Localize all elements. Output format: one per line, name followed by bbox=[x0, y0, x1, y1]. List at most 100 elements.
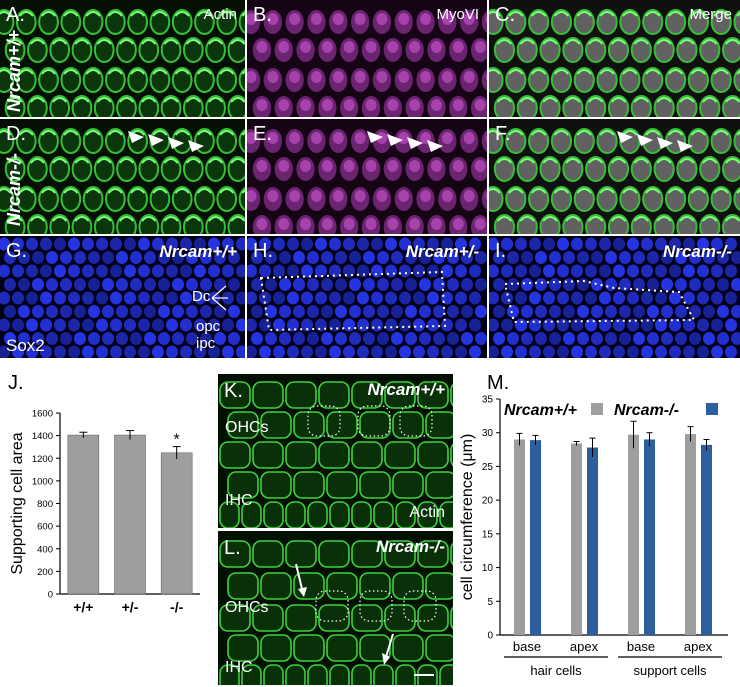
y-tick-label: 800 bbox=[37, 499, 53, 510]
caption-myovi: MyoVI bbox=[436, 6, 479, 23]
panel-i-sox2-ko: I. Nrcam-/- bbox=[489, 236, 740, 358]
y-tick-label: 25 bbox=[482, 462, 494, 473]
label-ihc-k: IHC bbox=[225, 492, 253, 509]
row-label-wt: Nrcam+/+ bbox=[4, 29, 24, 112]
label-sox2: Sox2 bbox=[6, 336, 45, 355]
panel-k-actin-wt: K. Nrcam+/+ OHCs IHC Actin bbox=[218, 374, 453, 528]
bar bbox=[530, 440, 541, 635]
panel-h-sox2-het: H. Nrcam+/- bbox=[247, 236, 487, 358]
y-axis-label: Supporting cell area bbox=[9, 432, 26, 574]
y-tick-label: 20 bbox=[482, 496, 494, 507]
label-opc: opc bbox=[196, 318, 221, 335]
sox2-nuclei-g bbox=[0, 237, 245, 358]
category-label: +/- bbox=[122, 599, 139, 615]
genotype-g: Nrcam+/+ bbox=[159, 242, 238, 261]
bar bbox=[587, 447, 598, 635]
grid-cells-k bbox=[219, 381, 453, 528]
arrowhead-icon bbox=[407, 137, 423, 149]
panel-letter-l: L. bbox=[224, 537, 241, 559]
legend-swatch bbox=[706, 403, 718, 415]
myo-cells-e bbox=[247, 129, 487, 234]
bar bbox=[571, 443, 582, 635]
actin-cells-a bbox=[0, 9, 245, 117]
panel-f-merge-ko: F. bbox=[489, 119, 740, 234]
group-label: apex bbox=[684, 639, 713, 654]
panel-letter-d: D. bbox=[6, 123, 26, 145]
arrowhead-icon bbox=[617, 131, 633, 143]
panel-g-sox2-wt: G. Nrcam+/+ Dc opc ipc Sox2 bbox=[0, 236, 245, 358]
merge-cells-f bbox=[489, 128, 740, 234]
panel-letter-a: A. bbox=[6, 4, 25, 26]
chart-m-cell-circumference: 0 5 10 15 20 25 30 35 base apex base apex hair cells… bbox=[459, 395, 728, 678]
category-label: +/+ bbox=[73, 599, 93, 615]
y-tick-label: 600 bbox=[37, 522, 53, 533]
bar bbox=[160, 452, 193, 595]
genotype-h: Nrcam+/- bbox=[405, 242, 479, 261]
caption-actin: Actin bbox=[203, 6, 237, 23]
group-label: apex bbox=[570, 639, 599, 654]
arrowhead-icon bbox=[657, 137, 673, 149]
y-tick-label: 400 bbox=[37, 544, 53, 555]
bar bbox=[644, 439, 655, 635]
panel-letter-e: E. bbox=[253, 123, 272, 145]
panel-letter-g: G. bbox=[6, 240, 28, 262]
dotted-outline-h bbox=[259, 270, 447, 332]
dc-pointer-lines bbox=[211, 285, 228, 311]
category-label: -/- bbox=[170, 599, 184, 615]
legend-label: Nrcam+/+ bbox=[504, 402, 577, 419]
panel-a-actin-wt: A. Actin bbox=[0, 0, 245, 117]
bar bbox=[67, 434, 100, 595]
panel-letter-f: F. bbox=[495, 123, 511, 145]
caption-merge: Merge bbox=[689, 6, 732, 23]
sox2-nuclei-i bbox=[489, 237, 740, 358]
legend-label: Nrcam-/- bbox=[614, 402, 679, 419]
bar bbox=[628, 434, 639, 635]
arrowhead-icon bbox=[168, 137, 184, 149]
y-tick-label: 1000 bbox=[32, 476, 53, 487]
row-label-ko: Nrcam-/- bbox=[4, 152, 24, 226]
sox2-nuclei-h bbox=[247, 237, 487, 358]
y-tick-label: 0 bbox=[487, 631, 493, 642]
dotted-outline-i bbox=[503, 279, 696, 324]
genotype-k: Nrcam+/+ bbox=[367, 380, 446, 399]
y-tick-label: 35 bbox=[482, 395, 494, 406]
arrowhead-icon bbox=[677, 140, 693, 152]
group-label: base bbox=[513, 639, 541, 654]
significance-mark: * bbox=[174, 432, 180, 449]
y-tick-label: 1600 bbox=[32, 409, 53, 420]
arrowhead-icon bbox=[427, 140, 443, 152]
label-ohcs-l: OHCs bbox=[225, 599, 269, 616]
arrowhead-icon bbox=[387, 134, 403, 146]
label-ohcs-k: OHCs bbox=[225, 419, 269, 436]
label-ihc-l: IHC bbox=[225, 659, 253, 676]
genotype-i: Nrcam-/- bbox=[663, 242, 732, 261]
y-tick-label: 10 bbox=[482, 563, 494, 574]
bar bbox=[701, 444, 712, 635]
arrowhead-icon bbox=[367, 131, 383, 143]
y-tick-label: 1200 bbox=[32, 454, 53, 465]
y-tick-label: 0 bbox=[48, 590, 53, 601]
panel-c-merge-wt: C. Merge bbox=[489, 0, 740, 117]
supergroup-label: hair cells bbox=[530, 663, 582, 678]
y-tick-label: 5 bbox=[487, 597, 493, 608]
arrow-icons-l bbox=[295, 563, 434, 676]
arrowhead-icon bbox=[637, 134, 653, 146]
panel-letter-m: M. bbox=[487, 372, 510, 394]
group-label: base bbox=[627, 639, 655, 654]
panel-letter-j: J. bbox=[8, 372, 24, 394]
y-tick-label: 1400 bbox=[32, 431, 53, 442]
label-ipc: ipc bbox=[196, 335, 216, 352]
panel-letter-h: H. bbox=[253, 240, 273, 262]
arrowhead-icon bbox=[148, 134, 164, 146]
bar bbox=[685, 434, 696, 635]
y-tick-label: 200 bbox=[37, 567, 53, 578]
merge-cells-c bbox=[489, 9, 740, 117]
panel-d-actin-ko: D. bbox=[0, 119, 245, 234]
panel-e-myovi-ko: E. bbox=[247, 119, 487, 234]
supergroup-label: support cells bbox=[634, 663, 707, 678]
panel-letter-b: B. bbox=[253, 4, 272, 26]
panel-b-myovi-wt: B. MyoVI bbox=[247, 0, 487, 117]
bar bbox=[114, 434, 146, 595]
label-actin-k: Actin bbox=[409, 504, 445, 521]
actin-cells-d bbox=[0, 128, 245, 234]
